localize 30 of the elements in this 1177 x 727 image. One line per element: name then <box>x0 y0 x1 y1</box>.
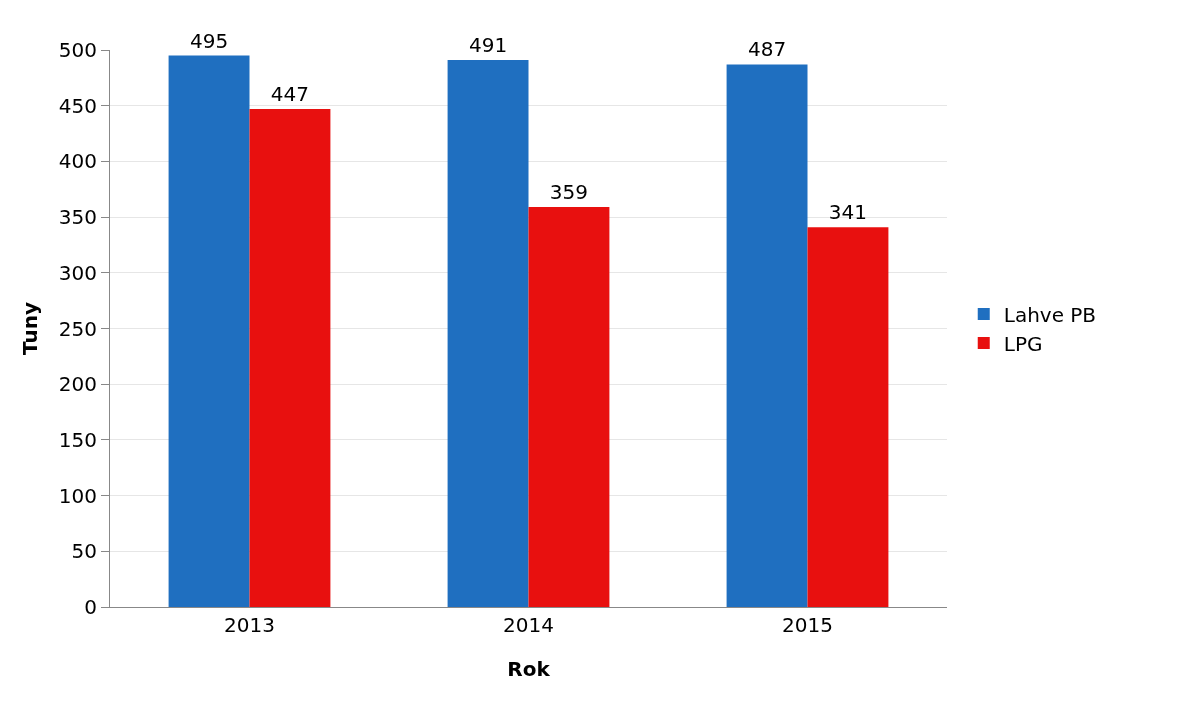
y-tick-label: 50 <box>71 539 97 564</box>
y-tick-label: 150 <box>58 427 97 452</box>
data-label: 341 <box>828 200 868 225</box>
legend-label: Lahve PB <box>1003 302 1097 327</box>
x-tick-label: 2014 <box>503 613 554 637</box>
y-tick-label: 250 <box>58 316 97 341</box>
x-axis-title: Rok <box>507 656 551 681</box>
data-label: 487 <box>747 37 787 62</box>
bar <box>249 109 331 607</box>
x-tick-label: 2015 <box>782 613 833 637</box>
y-tick-label: 200 <box>58 372 97 397</box>
y-tick-label: 350 <box>58 205 97 230</box>
bar <box>528 207 610 607</box>
y-tick-label: 300 <box>58 260 97 285</box>
bar <box>447 60 529 607</box>
bar <box>168 55 250 607</box>
legend-label: LPG <box>1003 331 1043 356</box>
y-tick-label: 400 <box>58 149 97 174</box>
x-tick-label: 2013 <box>224 613 275 637</box>
y-tick-label: 450 <box>58 93 97 118</box>
bar <box>726 64 808 607</box>
y-tick-label: 0 <box>84 595 97 619</box>
y-tick-label: 100 <box>58 483 97 508</box>
y-axis-title: Tuny <box>18 302 43 355</box>
y-tick-label: 500 <box>58 38 97 62</box>
bar <box>807 227 889 607</box>
data-label: 491 <box>468 33 508 58</box>
data-label: 447 <box>270 82 310 107</box>
data-label: 359 <box>549 180 589 205</box>
data-label: 495 <box>189 28 229 53</box>
